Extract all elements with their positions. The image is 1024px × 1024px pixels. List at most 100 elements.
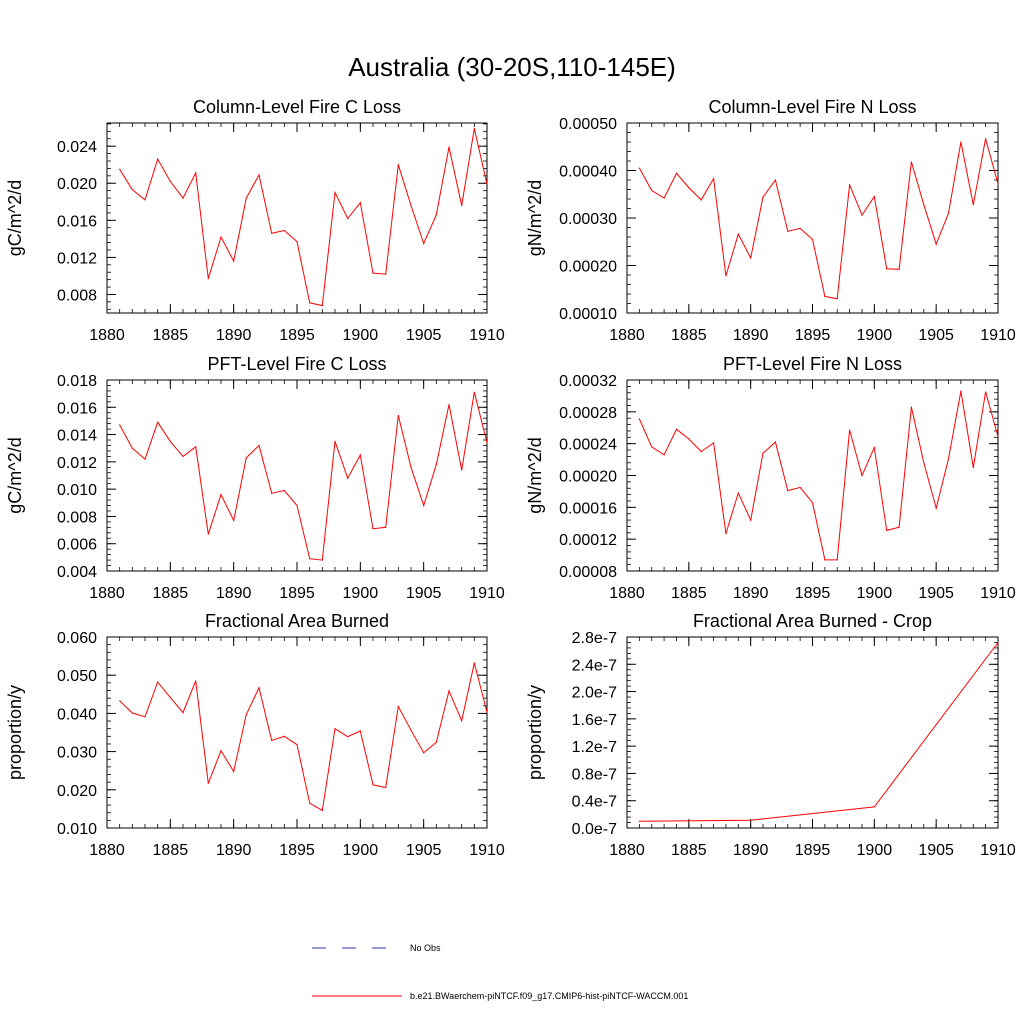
data-point: [296, 241, 298, 243]
data-point: [258, 174, 260, 176]
data-point: [461, 204, 463, 207]
data-point: [923, 462, 925, 464]
data-point: [638, 820, 640, 822]
data-point: [271, 232, 273, 234]
y-axis-label: gN/m^2/d: [525, 180, 545, 256]
data-point: [849, 184, 851, 186]
series-line: [639, 642, 999, 822]
x-tick-label: 1890: [216, 585, 252, 602]
data-point: [985, 138, 987, 140]
data-point: [651, 189, 653, 192]
data-point: [663, 454, 665, 456]
data-point: [195, 172, 197, 174]
y-tick-label: 0.016: [57, 213, 97, 230]
data-point: [947, 458, 950, 460]
y-tick-label: 0.010: [57, 482, 97, 499]
data-point: [119, 700, 121, 702]
data-point: [144, 199, 146, 201]
data-point: [873, 806, 875, 808]
data-point: [321, 304, 323, 307]
y-tick-label: 2.4e-7: [572, 657, 617, 674]
legend-model-label: b.e21.BWaerchem-piNTCF.f09_g17.CMIP6-his…: [410, 991, 688, 1001]
data-point: [220, 236, 222, 238]
y-tick-label: 0.020: [57, 176, 97, 193]
series-line: [638, 138, 999, 300]
y-tick-label: 0.020: [57, 783, 97, 800]
data-point: [207, 533, 209, 535]
y-tick-label: 0.00050: [559, 116, 617, 133]
y-tick-label: 0.012: [57, 250, 97, 267]
data-point: [972, 466, 974, 469]
data-point: [688, 187, 690, 189]
data-point: [309, 558, 311, 560]
series-line: [119, 128, 488, 307]
data-point: [283, 735, 285, 737]
data-point: [309, 302, 311, 304]
y-tick-label: 0.024: [57, 139, 97, 156]
data-point: [750, 257, 752, 259]
chart-title: Fractional Area Burned: [205, 611, 389, 631]
data-point: [233, 770, 235, 773]
y-tick-label: 0.030: [57, 745, 97, 762]
data-point: [334, 191, 336, 194]
chart-title: Column-Level Fire N Loss: [708, 97, 916, 117]
y-axis-label: proportion/y: [5, 685, 25, 780]
x-tick-label: 1910: [980, 585, 1016, 602]
y-tick-label: 0.4e-7: [572, 794, 617, 811]
data-point: [435, 214, 437, 216]
x-tick-label: 1910: [980, 327, 1016, 344]
data-point: [638, 167, 640, 169]
data-point: [423, 752, 425, 754]
data-point: [220, 494, 222, 496]
series-line: [119, 662, 488, 812]
y-tick-label: 0.008: [57, 287, 97, 304]
data-point: [423, 242, 425, 245]
data-point: [334, 728, 336, 730]
y-tick-label: 0.008: [57, 509, 97, 526]
data-point: [675, 428, 678, 430]
data-point: [873, 447, 875, 449]
data-point: [762, 196, 764, 198]
data-point: [473, 391, 475, 393]
data-point: [220, 750, 222, 752]
legend-obs-label: No Obs: [410, 943, 441, 953]
data-point: [898, 526, 900, 528]
data-point: [638, 418, 640, 420]
y-tick-label: 0.00020: [559, 469, 617, 486]
data-point: [182, 197, 184, 199]
data-point: [207, 278, 209, 280]
x-tick-label: 1900: [343, 585, 379, 602]
data-point: [157, 421, 159, 423]
data-point: [947, 212, 950, 214]
x-tick-label: 1880: [89, 327, 125, 344]
data-point: [157, 158, 159, 160]
x-tick-label: 1905: [918, 842, 954, 859]
series-line: [638, 391, 999, 561]
x-tick-label: 1880: [609, 842, 645, 859]
x-tick-label: 1890: [733, 327, 769, 344]
data-point: [935, 243, 937, 245]
x-tick-label: 1895: [279, 327, 315, 344]
data-point: [397, 414, 399, 417]
data-point: [233, 260, 235, 262]
x-tick-label: 1890: [216, 842, 252, 859]
data-point: [737, 233, 739, 235]
x-tick-label: 1900: [857, 327, 893, 344]
data-point: [245, 197, 247, 199]
data-point: [372, 272, 374, 274]
data-point: [385, 526, 387, 528]
y-tick-label: 0.004: [57, 564, 97, 581]
y-tick-label: 0.00040: [559, 164, 617, 181]
x-tick-label: 1910: [980, 842, 1016, 859]
data-point: [169, 440, 171, 442]
data-point: [486, 442, 488, 444]
data-point: [271, 492, 273, 494]
y-tick-label: 0.006: [57, 537, 97, 554]
data-point: [985, 391, 987, 393]
chart-panel-6: 1880 1885 1890 1895 1900 1905 1910 0.0e-7 0.4e-7…: [525, 611, 1016, 859]
x-tick-label: 1900: [343, 327, 379, 344]
x-tick-label: 1885: [671, 842, 707, 859]
data-point: [296, 744, 298, 746]
data-point: [861, 214, 863, 216]
data-point: [811, 501, 814, 504]
